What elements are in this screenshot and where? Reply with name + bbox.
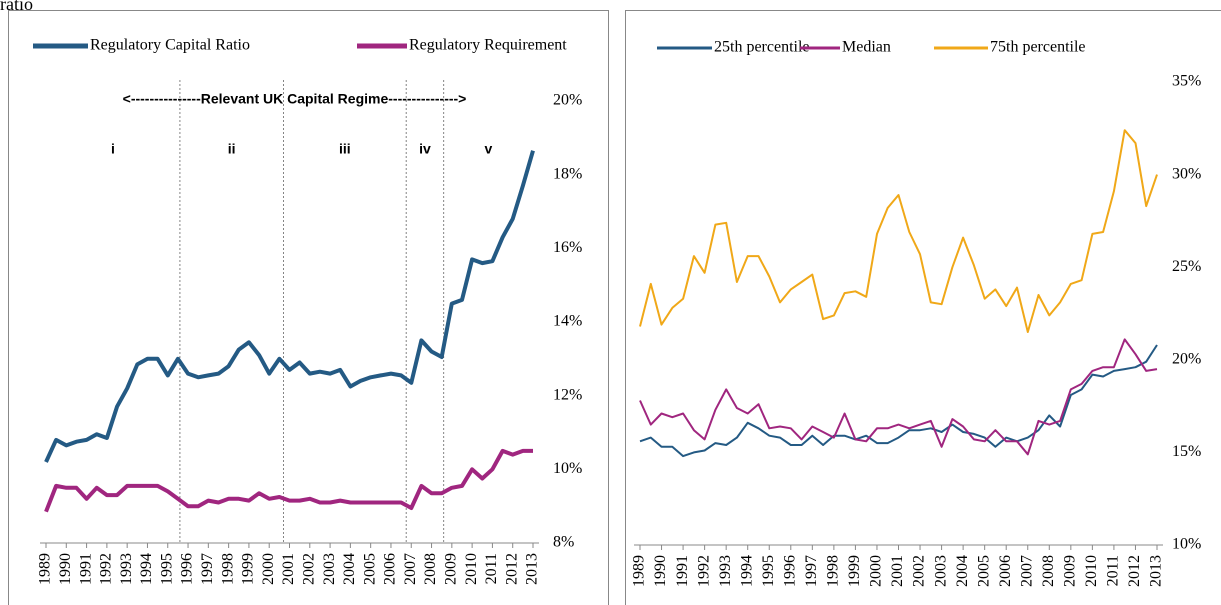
- x-tick-label: 2005: [361, 553, 378, 585]
- x-tick-label: 1993: [118, 553, 135, 585]
- y-tick-label: 25%: [1172, 258, 1201, 275]
- x-tick-label: 2013: [524, 553, 541, 585]
- x-tick-label: 2008: [422, 553, 439, 585]
- regime-label: v: [484, 141, 492, 157]
- x-tick-label: 2010: [1083, 555, 1100, 587]
- x-tick-label: 1994: [738, 555, 755, 587]
- x-tick-label: 2004: [954, 555, 971, 587]
- y-tick-label: 30%: [1172, 165, 1201, 182]
- y-tick-label: 14%: [553, 313, 582, 330]
- x-tick-label: 2007: [1018, 555, 1035, 587]
- x-tick-label: 1997: [199, 553, 216, 585]
- x-tick-label: 2008: [1040, 555, 1057, 587]
- header: ratio: [0, 0, 33, 14]
- panel: [8, 10, 609, 605]
- x-tick-label: 2001: [889, 555, 906, 587]
- regime-label: iv: [419, 141, 431, 157]
- x-tick-label: 1998: [219, 553, 236, 585]
- x-tick-label: 2002: [300, 553, 317, 585]
- x-tick-label: 2009: [443, 553, 460, 585]
- legend-label: Regulatory Requirement: [409, 37, 567, 54]
- x-tick-label: 1998: [825, 555, 842, 587]
- x-tick-label: 1993: [717, 555, 734, 587]
- x-tick-label: 2000: [260, 553, 277, 585]
- legend-label: Median: [842, 39, 891, 56]
- panel: [625, 10, 1221, 605]
- y-tick-label: 35%: [1172, 73, 1201, 90]
- x-tick-label: 2012: [1126, 555, 1143, 587]
- y-tick-label: 18%: [553, 165, 582, 182]
- x-tick-label: 1992: [98, 553, 115, 585]
- x-tick-label: 1996: [179, 553, 196, 585]
- x-tick-label: 2004: [341, 553, 358, 585]
- x-tick-label: 1990: [652, 555, 669, 587]
- y-tick-label: 12%: [553, 386, 582, 403]
- annotation: <---------------Relevant UK Capital Regi…: [123, 91, 467, 107]
- x-tick-label: 2002: [911, 555, 928, 587]
- legend-label: 75th percentile: [990, 39, 1086, 56]
- x-tick-label: 2011: [1105, 555, 1122, 586]
- x-tick-label: 1995: [760, 555, 777, 587]
- regime-label: i: [111, 141, 115, 157]
- x-tick-label: 2003: [932, 555, 949, 587]
- x-tick-label: 1991: [674, 555, 691, 587]
- legend-label: 25th percentile: [714, 39, 810, 56]
- x-tick-label: 2006: [997, 555, 1014, 587]
- regime-label: iii: [339, 141, 351, 157]
- x-tick-label: 2001: [280, 553, 297, 585]
- y-tick-label: 8%: [553, 534, 574, 551]
- y-tick-label: 15%: [1172, 443, 1201, 460]
- x-tick-label: 2007: [402, 553, 419, 585]
- y-tick-label: 20%: [1172, 350, 1201, 367]
- x-tick-label: 1999: [240, 553, 257, 585]
- legend-label: Regulatory Capital Ratio: [90, 37, 250, 54]
- series-line: [44, 448, 533, 513]
- series-line: [639, 129, 1158, 333]
- x-tick-label: 2011: [483, 553, 500, 584]
- x-tick-label: 1990: [57, 553, 74, 585]
- x-tick-label: 2012: [503, 553, 520, 585]
- x-tick-label: 1995: [158, 553, 175, 585]
- x-tick-label: 1996: [781, 555, 798, 587]
- x-tick-label: 1999: [846, 555, 863, 587]
- x-tick-label: 1989: [631, 555, 648, 587]
- y-tick-label: 20%: [553, 92, 582, 109]
- series-line: [639, 344, 1158, 458]
- y-tick-label: 16%: [553, 239, 582, 256]
- x-tick-label: 2013: [1148, 555, 1165, 587]
- x-tick-label: 1994: [138, 553, 155, 585]
- x-tick-label: 2010: [463, 553, 480, 585]
- x-tick-label: 1997: [803, 555, 820, 587]
- series-line: [639, 338, 1158, 456]
- x-tick-label: 1991: [77, 553, 94, 585]
- x-tick-label: 2000: [868, 555, 885, 587]
- x-tick-label: 2006: [382, 553, 399, 585]
- y-tick-label: 10%: [1172, 536, 1201, 553]
- x-tick-label: 2003: [321, 553, 338, 585]
- x-tick-label: 1989: [37, 553, 54, 585]
- series-line: [44, 150, 535, 463]
- y-tick-label: 10%: [553, 460, 582, 477]
- x-tick-label: 1992: [695, 555, 712, 587]
- x-tick-label: 2009: [1062, 555, 1079, 587]
- x-tick-label: 2005: [975, 555, 992, 587]
- regime-label: ii: [228, 141, 236, 157]
